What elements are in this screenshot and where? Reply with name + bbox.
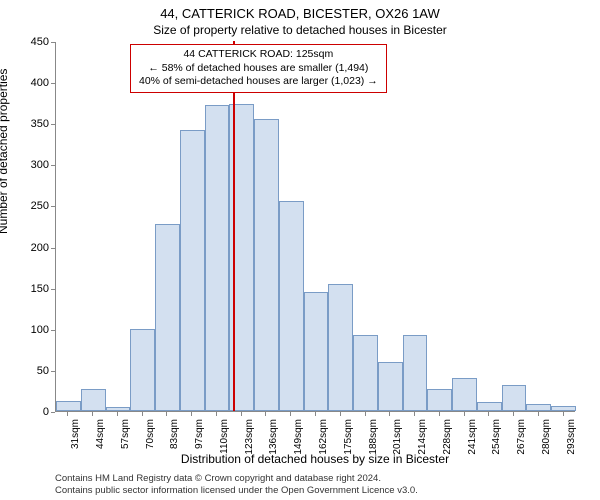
x-tick-mark (92, 412, 93, 416)
x-tick-label: 162sqm (318, 419, 329, 455)
x-tick-mark (241, 412, 242, 416)
y-tick-label: 0 (43, 406, 49, 418)
chart-title: 44, CATTERICK ROAD, BICESTER, OX26 1AW (0, 0, 600, 21)
footer-line-2: Contains public sector information licen… (55, 485, 418, 496)
x-tick-mark (340, 412, 341, 416)
x-tick-mark (563, 412, 564, 416)
histogram-bar (477, 402, 502, 411)
x-tick-label: 241sqm (467, 419, 478, 455)
footer: Contains HM Land Registry data © Crown c… (55, 473, 418, 496)
histogram-bar (106, 407, 131, 411)
plot-area (55, 42, 575, 412)
y-tick-label: 150 (31, 283, 49, 295)
y-tick-label: 300 (31, 159, 49, 171)
histogram-bar (452, 378, 477, 411)
x-tick-mark (191, 412, 192, 416)
y-tick-label: 100 (31, 324, 49, 336)
x-tick-mark (290, 412, 291, 416)
x-tick-label: 97sqm (194, 419, 205, 449)
y-tick-label: 200 (31, 242, 49, 254)
histogram-bar (427, 389, 452, 411)
histogram-bar (130, 329, 155, 411)
y-tick-label: 400 (31, 77, 49, 89)
x-tick-mark (538, 412, 539, 416)
x-axis-label: Distribution of detached houses by size … (55, 452, 575, 466)
histogram-bar (180, 130, 205, 411)
x-tick-mark (365, 412, 366, 416)
x-tick-mark (439, 412, 440, 416)
x-tick-label: 136sqm (268, 419, 279, 455)
reference-line (233, 41, 235, 411)
annotation-line-2: ← 58% of detached houses are smaller (1,… (139, 62, 378, 76)
x-tick-mark (464, 412, 465, 416)
histogram-bar (205, 105, 230, 411)
x-tick-mark (414, 412, 415, 416)
x-tick-mark (513, 412, 514, 416)
x-tick-label: 293sqm (566, 419, 577, 455)
chart-container: 44, CATTERICK ROAD, BICESTER, OX26 1AW S… (0, 0, 600, 500)
x-tick-label: 214sqm (417, 419, 428, 455)
histogram-bar (304, 292, 329, 411)
x-tick-label: 44sqm (95, 419, 106, 449)
x-tick-label: 123sqm (244, 419, 255, 455)
x-tick-label: 70sqm (145, 419, 156, 449)
x-tick-mark (488, 412, 489, 416)
chart-subtitle: Size of property relative to detached ho… (0, 21, 600, 37)
x-tick-mark (216, 412, 217, 416)
x-tick-label: 110sqm (219, 419, 230, 454)
x-tick-label: 188sqm (368, 419, 379, 455)
histogram-bar (378, 362, 403, 411)
histogram-bar (56, 401, 81, 411)
histogram-bar (526, 404, 551, 411)
x-tick-mark (315, 412, 316, 416)
histogram-bar (279, 201, 304, 411)
histogram-bar (502, 385, 527, 411)
x-tick-label: 280sqm (541, 419, 552, 455)
annotation-line-3: 40% of semi-detached houses are larger (… (139, 75, 378, 89)
x-tick-label: 149sqm (293, 419, 304, 455)
histogram-bar (328, 284, 353, 411)
x-tick-label: 57sqm (120, 419, 131, 449)
y-tick-label: 450 (31, 36, 49, 48)
x-tick-mark (166, 412, 167, 416)
y-axis: 050100150200250300350400450 (0, 42, 55, 412)
x-tick-mark (389, 412, 390, 416)
y-tick-label: 350 (31, 118, 49, 130)
histogram-bar (254, 119, 279, 411)
x-tick-label: 228sqm (442, 419, 453, 455)
y-tick-label: 250 (31, 200, 49, 212)
histogram-bar (353, 335, 378, 411)
histogram-bar (403, 335, 428, 411)
histogram-bar (551, 406, 576, 411)
x-tick-mark (142, 412, 143, 416)
y-tick-label: 50 (37, 365, 49, 377)
x-tick-label: 201sqm (392, 419, 403, 455)
x-tick-label: 31sqm (70, 419, 81, 449)
x-tick-label: 175sqm (343, 419, 354, 455)
annotation-line-1: 44 CATTERICK ROAD: 125sqm (139, 48, 378, 62)
histogram-bar (81, 389, 106, 411)
x-tick-mark (117, 412, 118, 416)
x-tick-label: 83sqm (169, 419, 180, 449)
histogram-bar (155, 224, 180, 411)
x-tick-label: 254sqm (491, 419, 502, 455)
footer-line-1: Contains HM Land Registry data © Crown c… (55, 473, 418, 484)
annotation-box: 44 CATTERICK ROAD: 125sqm ← 58% of detac… (130, 44, 387, 93)
x-tick-mark (67, 412, 68, 416)
x-tick-mark (265, 412, 266, 416)
x-tick-label: 267sqm (516, 419, 527, 455)
